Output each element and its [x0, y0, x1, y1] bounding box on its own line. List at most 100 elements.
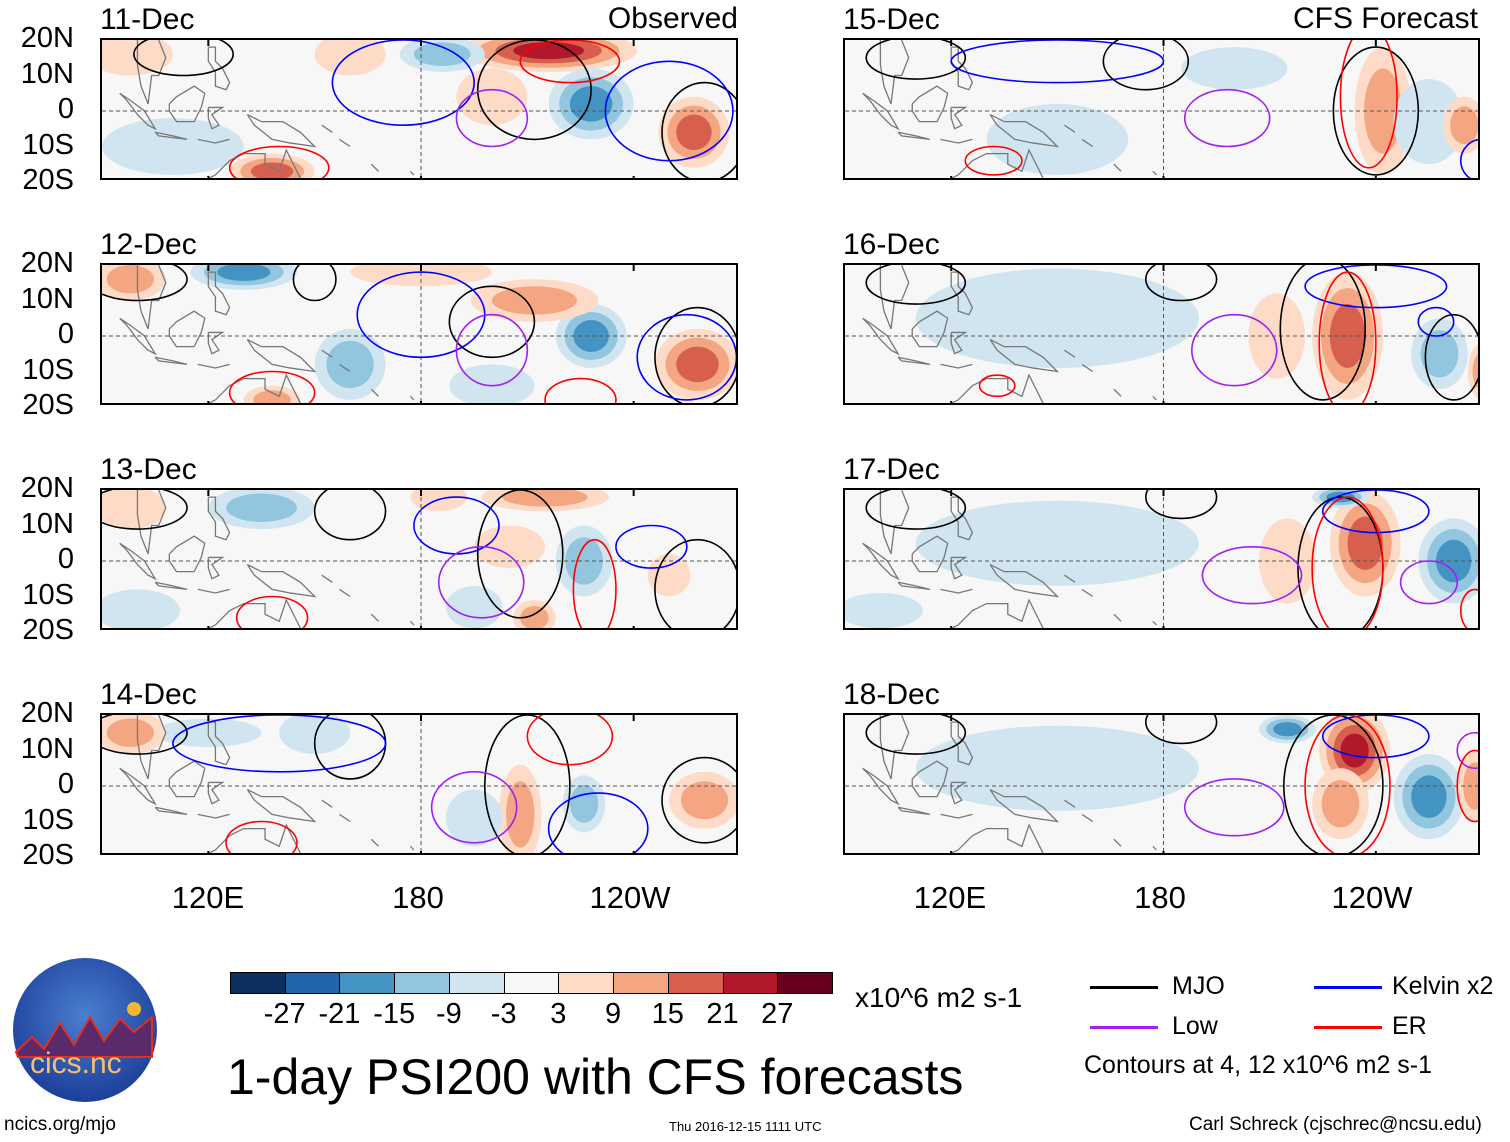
contour-mjo	[865, 490, 967, 530]
legend-label-mjo: MJO	[1172, 972, 1225, 1000]
anomaly-level	[1420, 330, 1459, 378]
coastline	[1152, 620, 1157, 626]
contour-mjo	[1102, 40, 1190, 91]
coastline	[154, 356, 188, 366]
coastline	[1152, 845, 1157, 851]
colorbar-swatch	[667, 972, 724, 994]
contour-er	[544, 377, 617, 403]
anomaly-level	[449, 364, 535, 403]
anomaly-level	[491, 286, 577, 315]
coastline	[339, 588, 351, 598]
coastline	[989, 563, 1060, 598]
coastline	[154, 581, 188, 591]
contour-mjo	[448, 285, 536, 359]
anomaly-level	[217, 265, 271, 281]
map-panel-13-Dec	[100, 488, 738, 630]
contour-er	[978, 374, 1016, 398]
coastline	[321, 349, 333, 358]
coastline	[950, 46, 974, 91]
colorbar-swatch	[558, 972, 615, 994]
coastline	[862, 542, 900, 581]
coastline	[207, 598, 302, 628]
coastline	[1152, 395, 1157, 401]
anomaly-level	[1273, 722, 1302, 737]
anomaly-level	[474, 525, 546, 569]
anomaly-level	[253, 390, 292, 403]
coastline	[207, 721, 231, 766]
contour-er	[228, 145, 330, 178]
anomaly-level	[1411, 775, 1447, 818]
lon-label: 120E	[171, 880, 245, 915]
coastline	[154, 806, 188, 816]
anomaly-level	[565, 537, 603, 585]
anomaly-level	[513, 42, 585, 60]
contour-mjo	[102, 715, 188, 755]
coastline	[168, 310, 206, 348]
coastline	[989, 338, 1060, 373]
coastline	[1152, 170, 1157, 176]
contour-er	[526, 715, 614, 766]
anomaly-level	[1435, 539, 1472, 583]
anomaly-center	[562, 775, 606, 833]
contour-mjo	[865, 715, 967, 755]
anomaly-center	[102, 589, 180, 628]
anomaly-center	[915, 725, 1199, 811]
coastline	[950, 331, 968, 355]
lat-label: 0	[57, 318, 74, 350]
anomaly-center	[1393, 754, 1465, 840]
contour-er	[964, 145, 1023, 176]
anomaly-center	[470, 279, 599, 322]
lat-label: 10S	[22, 128, 74, 161]
anomaly-center	[460, 40, 638, 72]
contour-mjo	[313, 490, 387, 541]
contour-mjo	[1145, 715, 1218, 745]
contour-er	[1456, 749, 1478, 823]
coastline	[339, 363, 351, 373]
coastline	[879, 40, 910, 105]
anomaly-level	[445, 789, 503, 847]
anomaly-level	[102, 589, 180, 628]
colorbar-swatch	[613, 972, 669, 994]
anomaly-level	[1181, 47, 1288, 90]
coastline	[897, 356, 931, 366]
coastline	[409, 170, 415, 176]
coastline	[911, 85, 949, 123]
anomaly-center	[481, 490, 609, 512]
contour-mjo	[133, 40, 234, 77]
coastline	[950, 373, 1044, 403]
coastline	[862, 317, 900, 356]
coastline	[339, 138, 351, 148]
contour-mjo	[102, 265, 188, 302]
contour-low	[455, 88, 529, 148]
contour-low	[1456, 731, 1478, 770]
map-panel-18-Dec	[843, 713, 1480, 855]
coastline	[1064, 574, 1076, 583]
anomaly-center	[243, 385, 301, 403]
contour-mjo	[865, 40, 967, 80]
coastline	[950, 271, 974, 316]
anomaly-level	[915, 725, 1199, 811]
legend-label-er: ER	[1392, 1012, 1427, 1040]
contour-kelvin	[950, 40, 1165, 84]
coastline	[246, 338, 317, 373]
coastline	[862, 767, 900, 806]
coastline	[940, 813, 973, 819]
coastline	[136, 715, 167, 780]
contour-mjo	[102, 490, 188, 530]
coastline	[911, 760, 949, 798]
anomaly-level	[102, 118, 244, 175]
coastline	[897, 806, 931, 816]
anomaly-level	[410, 490, 468, 512]
anomaly-level	[106, 265, 154, 294]
anomaly-level	[569, 86, 613, 122]
colorbar-swatch	[394, 972, 450, 994]
colorbar-tick-label: 21	[706, 998, 739, 1030]
lat-label: 10S	[22, 803, 74, 836]
anomaly-center	[555, 304, 627, 368]
coastline	[136, 490, 167, 555]
coastline	[1113, 838, 1122, 847]
anomaly-center	[456, 68, 528, 126]
contour-mjo	[484, 715, 571, 853]
coastline	[246, 563, 317, 598]
colorbar-swatch	[777, 972, 833, 994]
